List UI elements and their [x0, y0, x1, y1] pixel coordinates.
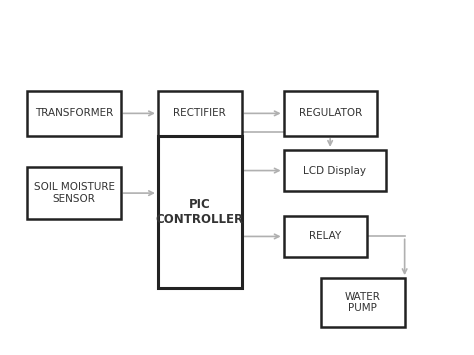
FancyBboxPatch shape [283, 91, 377, 136]
Text: WATER
PUMP: WATER PUMP [345, 291, 381, 313]
Text: PIC
CONTROLLER: PIC CONTROLLER [155, 198, 244, 226]
Text: LCD Display: LCD Display [303, 165, 366, 176]
FancyBboxPatch shape [321, 278, 405, 327]
FancyBboxPatch shape [158, 136, 242, 288]
FancyBboxPatch shape [283, 215, 367, 257]
Text: RELAY: RELAY [310, 231, 342, 241]
Text: RECTIFIER: RECTIFIER [173, 108, 226, 118]
Text: SOIL MOISTURE
SENSOR: SOIL MOISTURE SENSOR [34, 182, 115, 204]
FancyBboxPatch shape [27, 167, 120, 219]
Text: REGULATOR: REGULATOR [299, 108, 362, 118]
FancyBboxPatch shape [158, 91, 242, 136]
FancyBboxPatch shape [27, 91, 120, 136]
Text: TRANSFORMER: TRANSFORMER [35, 108, 113, 118]
FancyBboxPatch shape [283, 150, 386, 191]
